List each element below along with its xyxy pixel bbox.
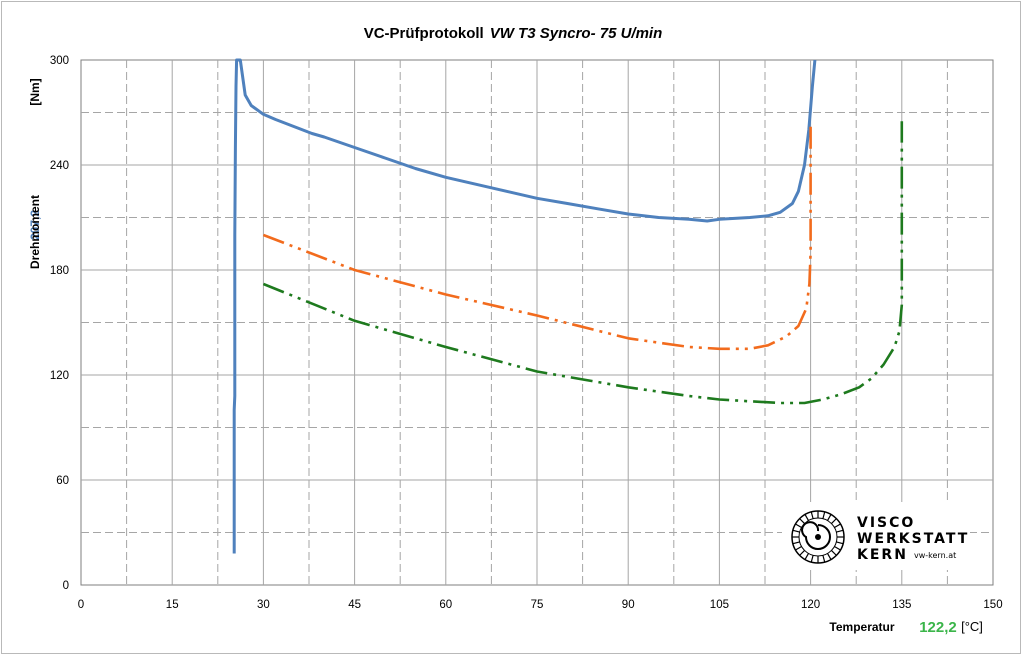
x-tick-label-0: 0: [78, 599, 84, 611]
y-tick-label-3: 180: [50, 265, 69, 277]
series-line-lower: [262, 121, 904, 405]
logo-line-1: VISCO: [857, 515, 915, 531]
y-tick-label-1: 60: [56, 475, 69, 487]
x-tick-label-7: 105: [710, 599, 729, 611]
x-tick-label-1: 15: [166, 599, 179, 611]
y-tick-label-4: 240: [50, 160, 69, 172]
y-tick-label-2: 120: [50, 370, 69, 382]
x-tick-label-9: 135: [892, 599, 911, 611]
logo-emblem-icon: [791, 510, 845, 564]
x-axis-value: 122,2: [919, 619, 957, 636]
y-tick-label-0: 0: [63, 580, 69, 592]
chart-title: VC-Prüfprotokoll VW T3 Syncro- 75 U/min: [364, 25, 663, 42]
x-tick-label-3: 45: [348, 599, 361, 611]
x-tick-label-8: 120: [801, 599, 820, 611]
series-line-upper: [262, 121, 812, 351]
series-layer: [232, 58, 904, 554]
logo-background: [782, 502, 970, 570]
tick-layer: 0 15 30 45 60 75 90 105 120 135 150 0 60 120 180 240 300: [50, 55, 1003, 611]
y-tick-label-5: 300: [50, 55, 69, 67]
y-axis-title: Drehmoment: [28, 195, 42, 269]
x-tick-label-5: 75: [531, 599, 544, 611]
x-axis-title: Temperatur: [829, 620, 894, 634]
logo-line-2: WERKSTATT: [857, 531, 969, 547]
y-axis-unit: [Nm]: [28, 78, 42, 105]
x-tick-label-10: 150: [983, 599, 1002, 611]
logo-url: vw-kern.at: [914, 551, 956, 560]
x-tick-label-6: 90: [622, 599, 635, 611]
series-line-measured: [232, 58, 817, 554]
x-axis-unit: [°C]: [961, 619, 983, 634]
x-tick-label-4: 60: [439, 599, 452, 611]
x-tick-label-2: 30: [257, 599, 270, 611]
logo-line-3: KERN: [857, 547, 908, 563]
y-axis-value: 207,2: [28, 210, 42, 240]
logo: VISCO WERKSTATT KERN vw-kern.at: [782, 502, 970, 570]
y-axis-label: 207,2: [28, 210, 42, 240]
